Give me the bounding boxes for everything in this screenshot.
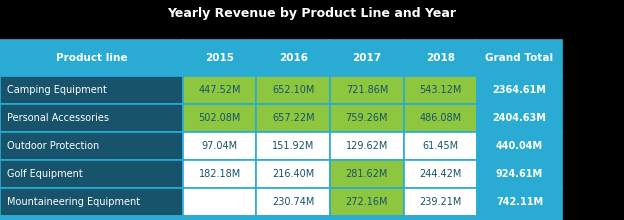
Text: 230.74M: 230.74M bbox=[272, 197, 314, 207]
Text: 182.18M: 182.18M bbox=[198, 169, 241, 179]
Text: 924.61M: 924.61M bbox=[496, 169, 543, 179]
FancyBboxPatch shape bbox=[404, 132, 477, 160]
Text: 742.11M: 742.11M bbox=[496, 197, 543, 207]
Text: 2017: 2017 bbox=[353, 53, 381, 63]
Text: 502.08M: 502.08M bbox=[198, 113, 241, 123]
Text: 657.22M: 657.22M bbox=[272, 113, 314, 123]
FancyBboxPatch shape bbox=[0, 188, 183, 216]
FancyBboxPatch shape bbox=[330, 76, 404, 104]
FancyBboxPatch shape bbox=[330, 40, 404, 76]
FancyBboxPatch shape bbox=[330, 104, 404, 132]
FancyBboxPatch shape bbox=[477, 188, 562, 216]
Text: 447.52M: 447.52M bbox=[198, 85, 241, 95]
Text: Personal Accessories: Personal Accessories bbox=[7, 113, 109, 123]
FancyBboxPatch shape bbox=[0, 132, 183, 160]
FancyBboxPatch shape bbox=[404, 188, 477, 216]
Text: 61.45M: 61.45M bbox=[422, 141, 459, 151]
Text: 244.42M: 244.42M bbox=[419, 169, 462, 179]
FancyBboxPatch shape bbox=[404, 216, 477, 220]
FancyBboxPatch shape bbox=[404, 160, 477, 188]
FancyBboxPatch shape bbox=[477, 104, 562, 132]
FancyBboxPatch shape bbox=[0, 40, 183, 76]
FancyBboxPatch shape bbox=[477, 132, 562, 160]
FancyBboxPatch shape bbox=[183, 104, 256, 132]
Text: Golf Equipment: Golf Equipment bbox=[7, 169, 83, 179]
FancyBboxPatch shape bbox=[183, 188, 256, 216]
FancyBboxPatch shape bbox=[256, 104, 330, 132]
FancyBboxPatch shape bbox=[477, 216, 562, 220]
Text: 239.21M: 239.21M bbox=[419, 197, 462, 207]
FancyBboxPatch shape bbox=[256, 216, 330, 220]
FancyBboxPatch shape bbox=[330, 216, 404, 220]
Text: Outdoor Protection: Outdoor Protection bbox=[7, 141, 100, 151]
Text: 440.04M: 440.04M bbox=[496, 141, 543, 151]
FancyBboxPatch shape bbox=[256, 76, 330, 104]
Text: 2016: 2016 bbox=[279, 53, 308, 63]
Text: 281.62M: 281.62M bbox=[346, 169, 388, 179]
FancyBboxPatch shape bbox=[404, 40, 477, 76]
FancyBboxPatch shape bbox=[0, 216, 183, 220]
FancyBboxPatch shape bbox=[477, 160, 562, 188]
Text: 652.10M: 652.10M bbox=[272, 85, 314, 95]
FancyBboxPatch shape bbox=[183, 132, 256, 160]
FancyBboxPatch shape bbox=[404, 104, 477, 132]
FancyBboxPatch shape bbox=[477, 76, 562, 104]
FancyBboxPatch shape bbox=[183, 160, 256, 188]
Text: 2018: 2018 bbox=[426, 53, 455, 63]
Text: 2404.63M: 2404.63M bbox=[492, 113, 547, 123]
FancyBboxPatch shape bbox=[183, 76, 256, 104]
Text: 272.16M: 272.16M bbox=[346, 197, 388, 207]
FancyBboxPatch shape bbox=[330, 160, 404, 188]
FancyBboxPatch shape bbox=[183, 40, 256, 76]
Text: Camping Equipment: Camping Equipment bbox=[7, 85, 107, 95]
FancyBboxPatch shape bbox=[256, 40, 330, 76]
FancyBboxPatch shape bbox=[0, 160, 183, 188]
Text: Yearly Revenue by Product Line and Year: Yearly Revenue by Product Line and Year bbox=[167, 7, 457, 20]
Text: 129.62M: 129.62M bbox=[346, 141, 388, 151]
FancyBboxPatch shape bbox=[330, 132, 404, 160]
FancyBboxPatch shape bbox=[256, 160, 330, 188]
Text: 759.26M: 759.26M bbox=[346, 113, 388, 123]
Text: 721.86M: 721.86M bbox=[346, 85, 388, 95]
FancyBboxPatch shape bbox=[256, 188, 330, 216]
Text: 216.40M: 216.40M bbox=[272, 169, 314, 179]
FancyBboxPatch shape bbox=[256, 132, 330, 160]
FancyBboxPatch shape bbox=[0, 104, 183, 132]
Text: 2364.61M: 2364.61M bbox=[492, 85, 547, 95]
Text: 97.04M: 97.04M bbox=[202, 141, 238, 151]
FancyBboxPatch shape bbox=[183, 216, 256, 220]
Text: 486.08M: 486.08M bbox=[419, 113, 462, 123]
FancyBboxPatch shape bbox=[330, 188, 404, 216]
Text: 543.12M: 543.12M bbox=[419, 85, 462, 95]
FancyBboxPatch shape bbox=[477, 40, 562, 76]
FancyBboxPatch shape bbox=[404, 76, 477, 104]
Text: Product line: Product line bbox=[56, 53, 127, 63]
Text: Mountaineering Equipment: Mountaineering Equipment bbox=[7, 197, 140, 207]
Text: Grand Total: Grand Total bbox=[485, 53, 553, 63]
FancyBboxPatch shape bbox=[0, 76, 183, 104]
Text: 2015: 2015 bbox=[205, 53, 234, 63]
Text: 151.92M: 151.92M bbox=[272, 141, 314, 151]
